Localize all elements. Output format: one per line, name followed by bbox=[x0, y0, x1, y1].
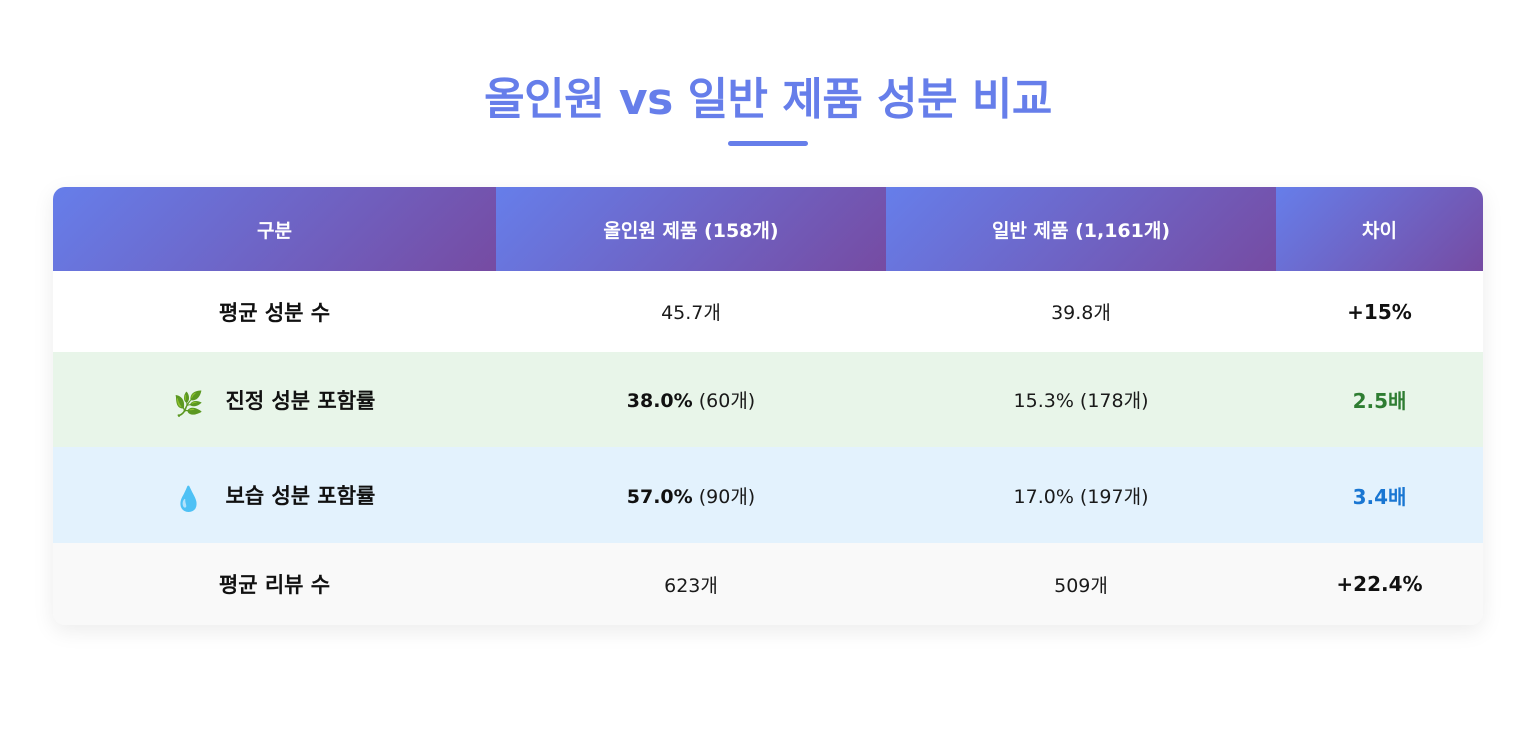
allinone-value-cell: 57.0% (90개) bbox=[496, 447, 886, 543]
general-value: 17.0% (197개) bbox=[1013, 485, 1149, 508]
row-label-cell: 평균 리뷰 수 bbox=[53, 543, 496, 625]
water-droplet-icon: 💧 bbox=[173, 485, 204, 513]
general-value: 15.3% (178개) bbox=[1013, 390, 1149, 412]
difference-cell: 3.4배 bbox=[1276, 447, 1483, 543]
general-value-cell: 509개 bbox=[886, 543, 1276, 625]
difference-value: +22.4% bbox=[1336, 572, 1423, 596]
header-category: 구분 bbox=[53, 187, 496, 271]
allinone-percent: 38.0% bbox=[626, 390, 693, 412]
table-row: 🌿 진정 성분 포함률 38.0% (60개) 15.3% (178개) 2.5… bbox=[53, 352, 1483, 447]
header-allinone: 올인원 제품 (158개) bbox=[496, 187, 886, 271]
row-label: 평균 리뷰 수 bbox=[218, 573, 331, 597]
allinone-value-cell: 45.7개 bbox=[496, 271, 886, 352]
allinone-percent: 57.0% bbox=[626, 485, 693, 508]
allinone-value: 45.7개 bbox=[661, 302, 721, 324]
difference-cell: +22.4% bbox=[1276, 543, 1483, 625]
general-value-cell: 15.3% (178개) bbox=[886, 352, 1276, 447]
difference-cell: 2.5배 bbox=[1276, 352, 1483, 447]
row-label-cell: 🌿 진정 성분 포함률 bbox=[53, 352, 496, 447]
comparison-table-card: 구분 올인원 제품 (158개) 일반 제품 (1,161개) 차이 평균 성분… bbox=[53, 187, 1483, 625]
allinone-value-cell: 38.0% (60개) bbox=[496, 352, 886, 447]
allinone-count: (90개) bbox=[692, 485, 756, 508]
general-value-cell: 17.0% (197개) bbox=[886, 447, 1276, 543]
row-label-cell: 평균 성분 수 bbox=[53, 271, 496, 352]
table-row: 평균 리뷰 수 623개 509개 +22.4% bbox=[53, 543, 1483, 625]
herb-leaf-icon: 🌿 bbox=[173, 389, 204, 418]
row-label: 보습 성분 포함률 bbox=[225, 484, 376, 508]
allinone-value-cell: 623개 bbox=[496, 543, 886, 625]
table-row: 평균 성분 수 45.7개 39.8개 +15% bbox=[53, 271, 1483, 352]
table-row: 💧 보습 성분 포함률 57.0% (90개) 17.0% (197개) 3.4… bbox=[53, 447, 1483, 543]
general-value: 39.8개 bbox=[1051, 302, 1111, 324]
title-underline bbox=[728, 141, 808, 146]
table-header-row: 구분 올인원 제품 (158개) 일반 제품 (1,161개) 차이 bbox=[53, 187, 1483, 271]
header-general: 일반 제품 (1,161개) bbox=[886, 187, 1276, 271]
general-value: 509개 bbox=[1054, 574, 1108, 597]
row-label-cell: 💧 보습 성분 포함률 bbox=[53, 447, 496, 543]
difference-cell: +15% bbox=[1276, 271, 1483, 352]
allinone-count: (60개) bbox=[692, 390, 756, 412]
allinone-value: 623개 bbox=[664, 574, 718, 597]
page-title: 올인원 vs 일반 제품 성분 비교 bbox=[484, 74, 1052, 125]
general-value-cell: 39.8개 bbox=[886, 271, 1276, 352]
row-label: 평균 성분 수 bbox=[218, 300, 331, 325]
difference-value: 3.4배 bbox=[1352, 484, 1407, 509]
difference-value: 2.5배 bbox=[1352, 389, 1407, 413]
header-difference: 차이 bbox=[1276, 187, 1483, 271]
difference-value: +15% bbox=[1347, 299, 1412, 324]
comparison-table: 구분 올인원 제품 (158개) 일반 제품 (1,161개) 차이 평균 성분… bbox=[53, 187, 1483, 625]
title-wrap: 올인원 vs 일반 제품 성분 비교 bbox=[0, 68, 1536, 132]
row-label: 진정 성분 포함률 bbox=[225, 388, 376, 413]
